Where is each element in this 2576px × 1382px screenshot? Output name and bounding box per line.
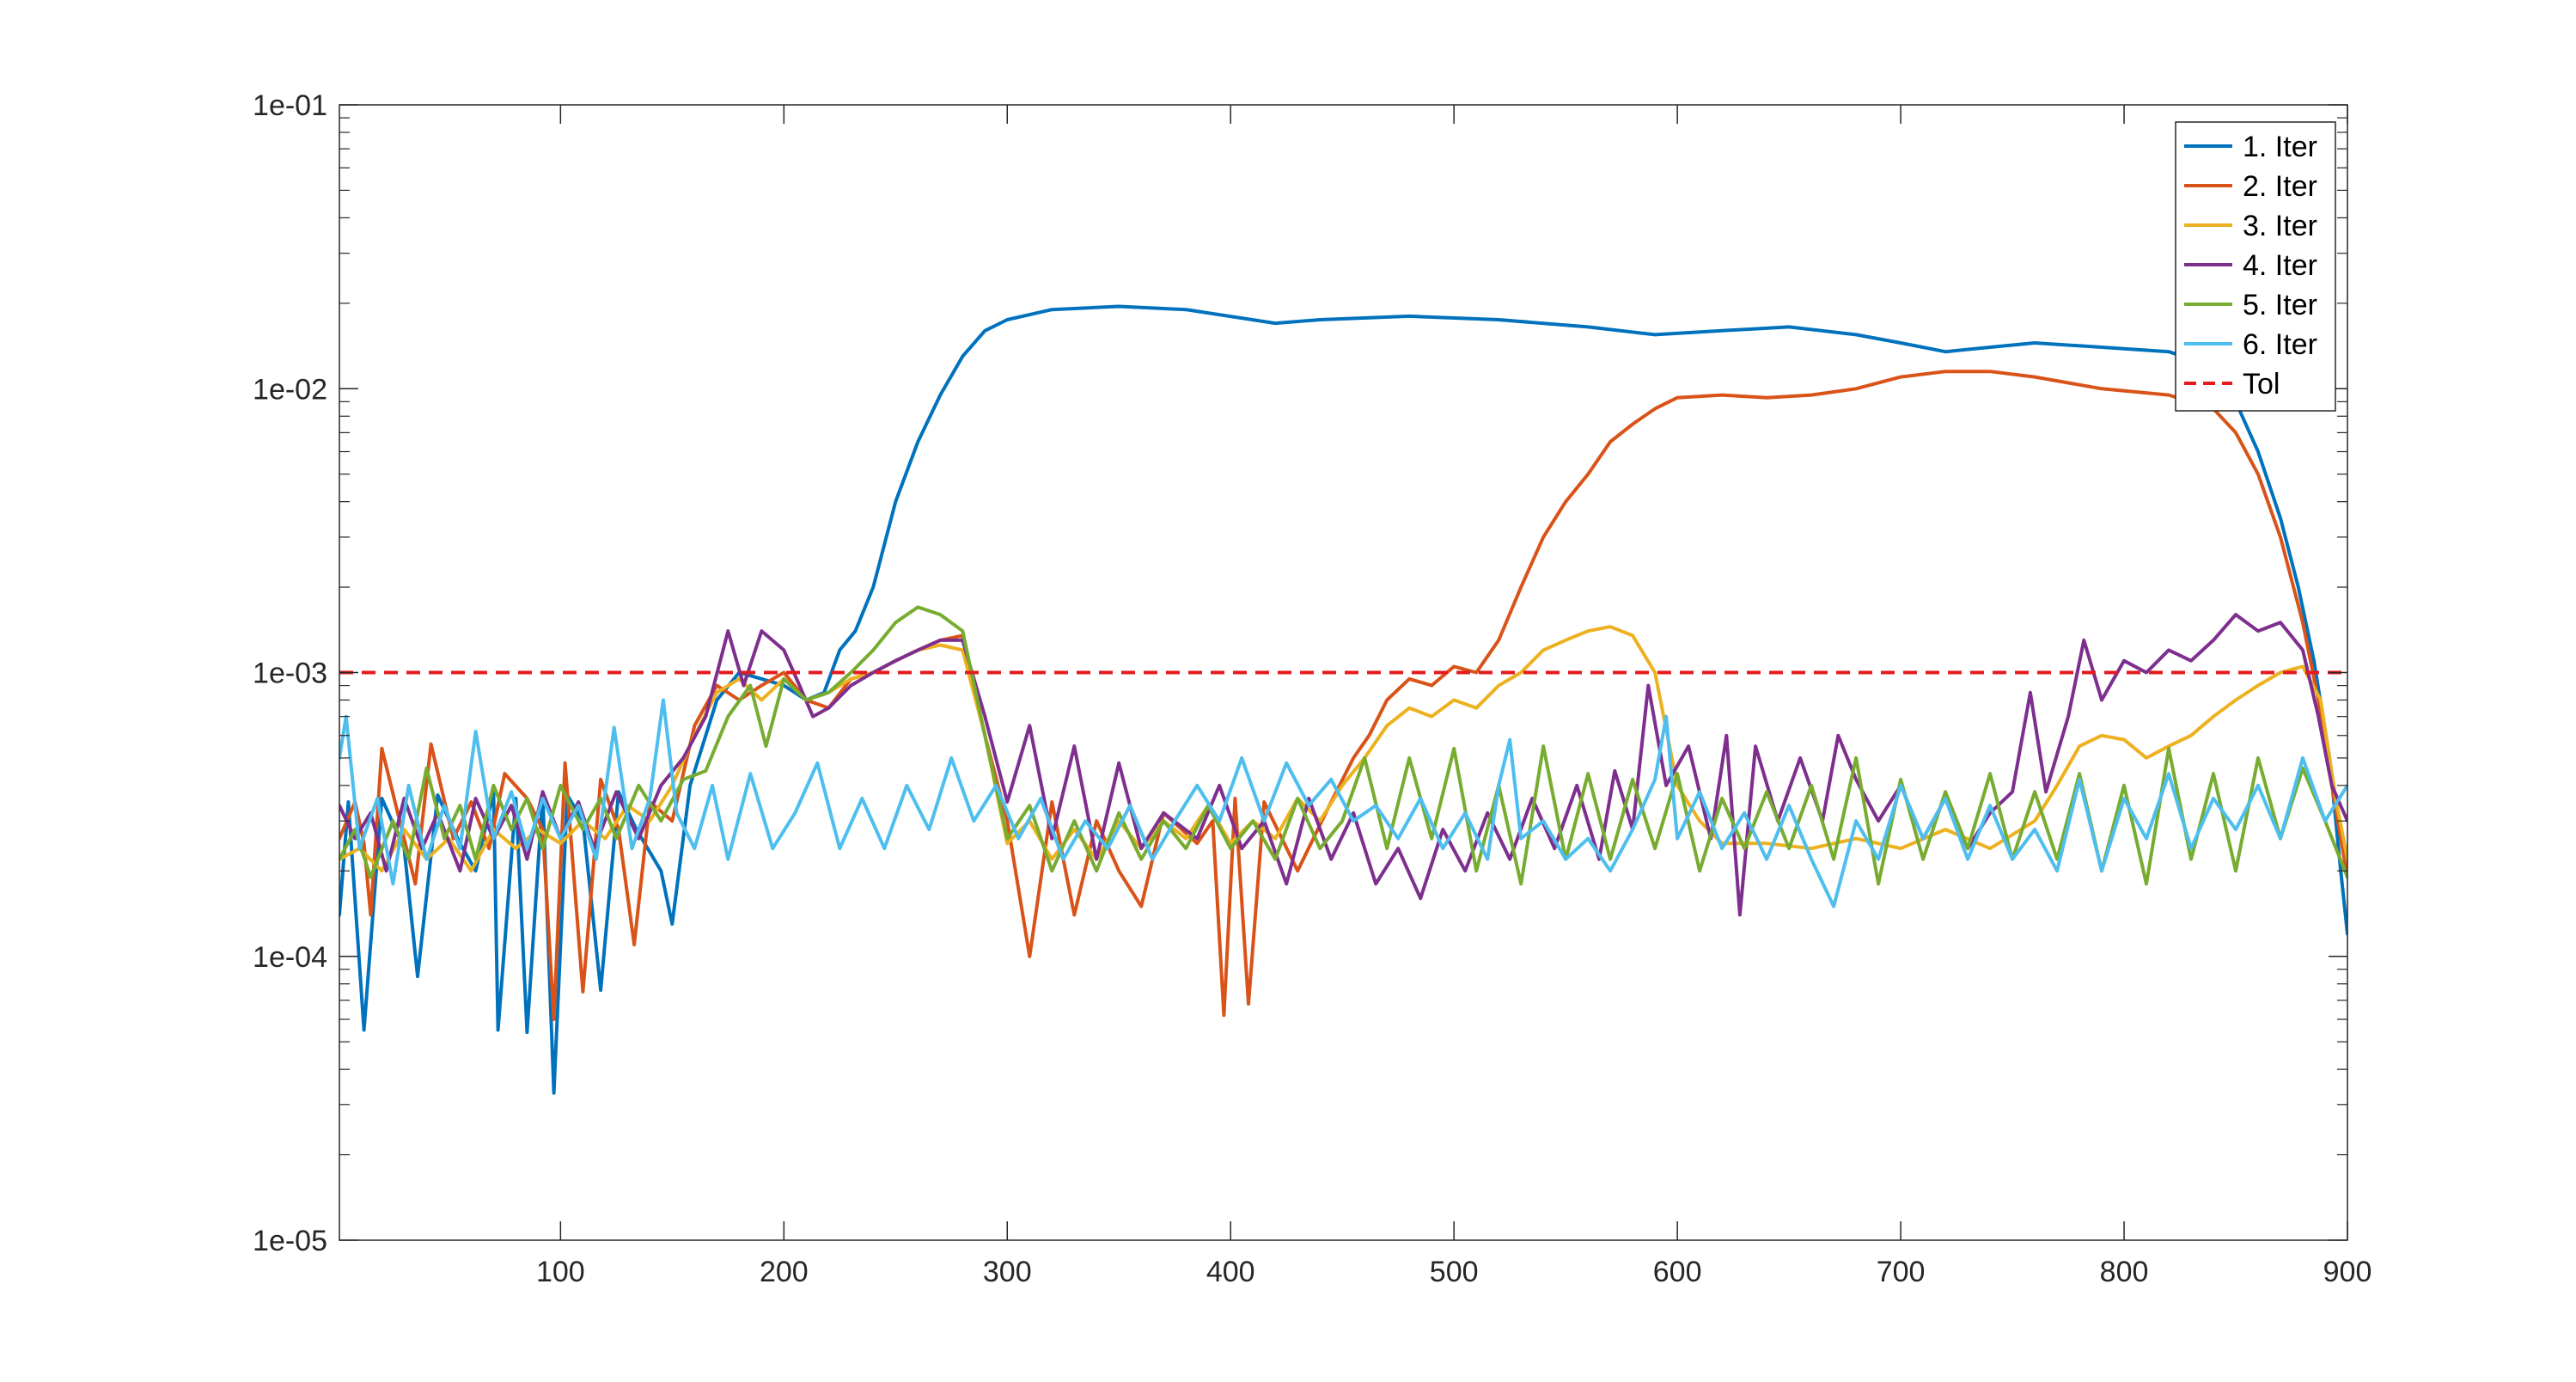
- legend-label: 1. Iter: [2243, 131, 2317, 163]
- x-tick-label: 900: [2323, 1256, 2372, 1288]
- legend-label: 3. Iter: [2243, 210, 2317, 242]
- y-tick-label: 1e-04: [253, 941, 327, 974]
- x-tick-label: 800: [2100, 1256, 2149, 1288]
- x-tick-label: 100: [536, 1256, 585, 1288]
- legend-label: Tol: [2243, 368, 2280, 401]
- y-tick-label: 1e-01: [253, 89, 327, 122]
- y-tick-label: 1e-02: [253, 373, 327, 406]
- series-line-3-iter: [339, 625, 2347, 873]
- x-tick-label: 600: [1653, 1256, 1702, 1288]
- x-tick-label: 200: [760, 1256, 809, 1288]
- legend-label: 5. Iter: [2243, 289, 2317, 321]
- x-tick-label: 500: [1430, 1256, 1479, 1288]
- series-line-1-iter: [339, 304, 2347, 1095]
- axes-layer: 100 200 300 400 500 600 700 800 900 1e-05 1e-04 1e-…: [253, 89, 2372, 1288]
- legend-label: 6. Iter: [2243, 328, 2317, 361]
- y-tick-label: 1e-05: [253, 1225, 327, 1257]
- y-tick-label: 1e-03: [253, 657, 327, 690]
- plot-area: [339, 105, 2347, 1240]
- series-line-6-iter: [339, 698, 2347, 908]
- legend-label: 4. Iter: [2243, 249, 2317, 282]
- legend-label: 2. Iter: [2243, 170, 2317, 203]
- legend: 1. Iter 2. Iter 3. Iter 4. Iter 5. Iter 6. It…: [2175, 121, 2336, 412]
- x-tick-label: 300: [983, 1256, 1032, 1288]
- series-line-5-iter: [339, 605, 2347, 886]
- series-layer: [339, 304, 2347, 1095]
- x-tick-label: 400: [1206, 1256, 1255, 1288]
- x-tick-label: 700: [1877, 1256, 1926, 1288]
